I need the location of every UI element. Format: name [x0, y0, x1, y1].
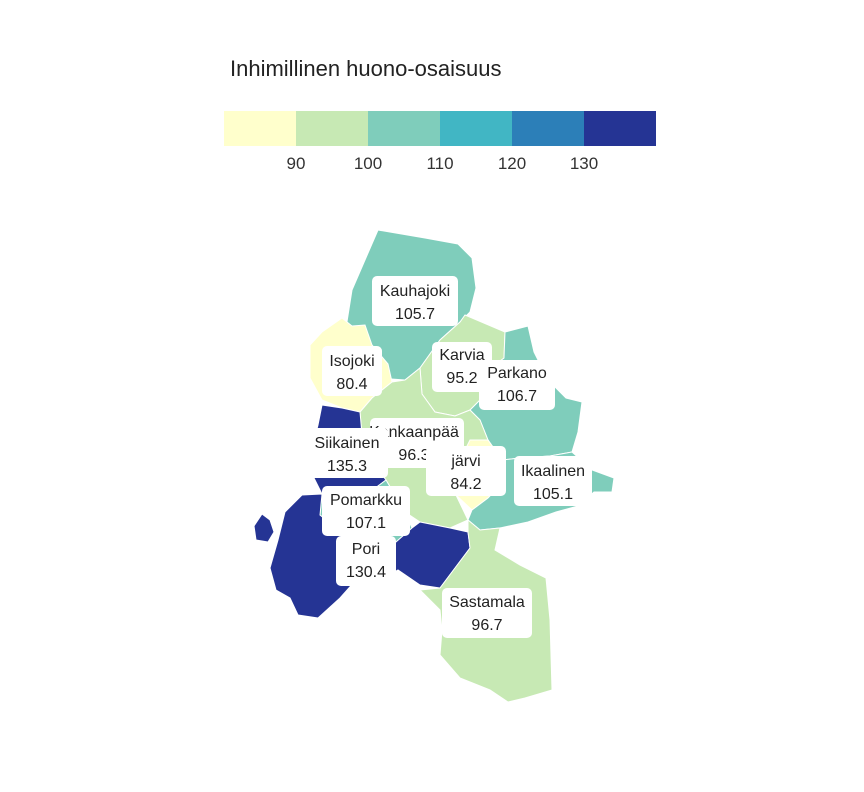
- legend-tick-label: 90: [286, 154, 306, 173]
- label-name: Pomarkku: [330, 492, 402, 509]
- label-kauhajoki: Kauhajoki 105.7: [372, 276, 458, 326]
- label-ikaalinen: Ikaalinen 105.1: [514, 456, 592, 506]
- label-value: 96.7: [471, 617, 502, 634]
- label-value: 95.2: [446, 370, 477, 387]
- label-jarvi: järvi 84.2: [426, 446, 506, 496]
- label-name: Isojoki: [329, 353, 374, 370]
- label-value: 106.7: [497, 388, 537, 405]
- label-name: järvi: [450, 453, 480, 470]
- legend-tick-label: 110: [426, 154, 454, 173]
- label-value: 96.3: [398, 447, 429, 464]
- label-kankaanpaa: Kankaanpää 96.3: [369, 418, 464, 468]
- label-value: 105.7: [395, 306, 435, 323]
- legend-title: Inhimillinen huono-osaisuus: [230, 56, 502, 81]
- label-name: Ikaalinen: [521, 463, 585, 480]
- label-value: 130.4: [346, 564, 386, 581]
- legend-swatch: [224, 111, 296, 146]
- label-name: Parkano: [487, 365, 547, 382]
- legend-tick-label: 130: [569, 154, 599, 173]
- label-name: Karvia: [439, 347, 484, 364]
- label-name: Kauhajoki: [380, 283, 450, 300]
- legend-tick-label: 120: [497, 154, 527, 173]
- legend-swatch: [440, 111, 512, 146]
- label-value: 105.1: [533, 486, 573, 503]
- label-name: Kankaanpää: [369, 424, 459, 441]
- label-parkano: Parkano 106.7: [479, 360, 555, 410]
- label-karvia: Karvia 95.2: [432, 342, 492, 392]
- label-value: 84.2: [450, 476, 481, 493]
- legend-color-bar: [224, 111, 656, 146]
- legend-ticks: 90 100 110 120 130: [224, 154, 656, 176]
- label-name: Siikainen: [315, 435, 380, 452]
- label-sastamala: Sastamala 96.7: [442, 588, 532, 638]
- label-value: 135.3: [327, 458, 367, 475]
- label-value: 80.4: [336, 376, 367, 393]
- label-pomarkku: Pomarkku 107.1: [322, 486, 410, 536]
- legend-swatch: [512, 111, 584, 146]
- legend-swatch: [296, 111, 368, 146]
- label-value: 107.1: [346, 515, 386, 532]
- label-name: Sastamala: [449, 594, 525, 611]
- label-siikainen: Siikainen 135.3: [306, 428, 388, 478]
- legend-swatch: [368, 111, 440, 146]
- legend-swatch: [584, 111, 656, 146]
- legend-tick-label: 100: [353, 154, 383, 173]
- label-pori: Pori 130.4: [336, 536, 396, 586]
- label-isojoki: Isojoki 80.4: [322, 346, 382, 396]
- label-name: Pori: [352, 541, 380, 558]
